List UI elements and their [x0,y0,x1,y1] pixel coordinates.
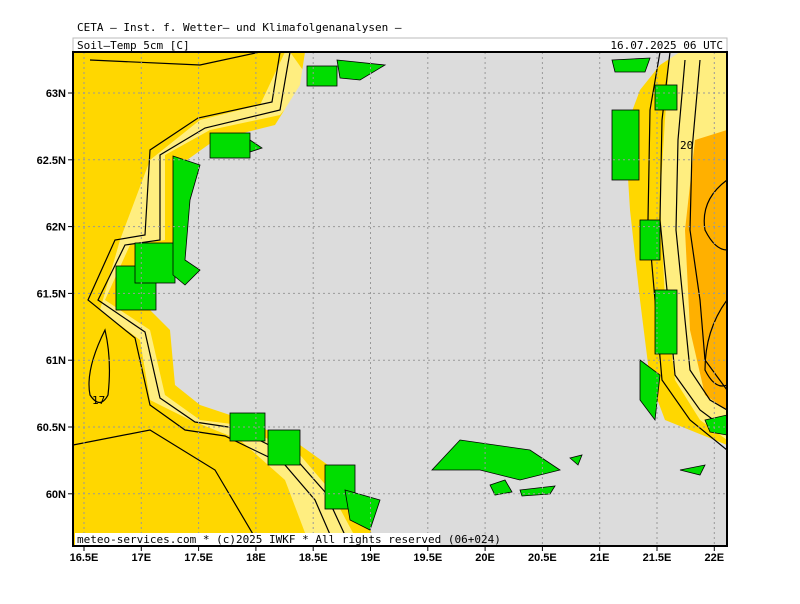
footer: meteo-services.com * (c)2025 IWKF * All … [77,533,501,546]
contour [89,52,261,66]
y-tick-label: 61N [46,355,66,367]
footer-box [75,533,440,545]
contour-label: 17 [92,394,105,407]
map-area: 20 17 meteo-services.com * (c)2025 IWKF … [72,51,728,547]
grid [73,52,727,546]
field-name: Soil—Temp_5cm [C] [77,39,190,52]
y-tick-label: 60N [46,489,66,501]
x-tick-label: 19.5E [413,552,442,564]
x-tick-label: 18E [246,552,266,564]
x-tick-label: 17.5E [184,552,213,564]
land-patches [115,57,727,531]
x-tick-label: 20E [475,552,495,564]
valid-time: 16.07.2025 06 UTC [610,39,723,52]
x-tick-label: 22E [705,552,725,564]
sea [140,52,727,546]
contour-label: 20 [680,139,693,152]
y-tick-label: 62.5N [37,155,66,167]
y-tick-label: 63N [46,88,66,100]
y-tick-label: 62N [46,222,66,234]
coastal-band [100,52,360,546]
warm-region [685,130,727,410]
x-tick-label: 18.5E [299,552,328,564]
x-tick-label: 19E [361,552,381,564]
x-tick-label: 20.5E [528,552,557,564]
map-frame [72,51,728,547]
x-tick-label: 16.5E [70,552,99,564]
x-tick-label: 21E [590,552,610,564]
contour [675,59,727,411]
contour [689,59,727,391]
header-title: CETA — Inst. f. Wetter— und Klimafolgena… [77,21,402,34]
y-tick-label: 60.5N [37,422,66,434]
x-tick-label: 17E [132,552,152,564]
contour [704,299,727,387]
axes: 16.5E 17E 17.5E 18E 18.5E 19E 19.5E 20E 20.5E 21E… [37,88,724,564]
x-tick-label: 21.5E [643,552,672,564]
contour [73,429,261,546]
y-tick-label: 61.5N [37,288,66,300]
